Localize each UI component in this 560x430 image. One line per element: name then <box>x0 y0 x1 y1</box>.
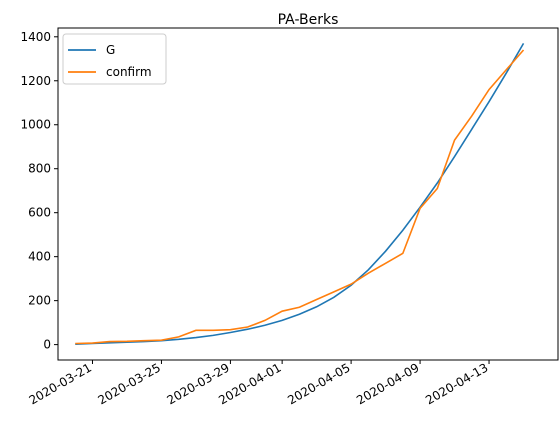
y-tick-label: 200 <box>28 294 51 308</box>
y-tick-label: 800 <box>28 162 51 176</box>
legend-label: confirm <box>106 65 152 79</box>
y-tick-label: 1200 <box>20 74 51 88</box>
series-line-2 <box>75 49 525 345</box>
y-tick-label: 600 <box>28 206 51 220</box>
x-axis: 2020-03-21 2020-03-25 2020-03-292020-04-01… <box>27 360 491 407</box>
plot-frame <box>57 27 559 361</box>
x-tick-label: 2020-04-13 <box>423 360 490 407</box>
x-tick-label: 2020-03-25 <box>96 360 163 407</box>
plot-area <box>75 42 525 345</box>
x-tick-label: 2020-04-09 <box>354 360 421 407</box>
chart-title: PA-Berks <box>278 12 339 28</box>
y-axis: 0 200 400 600 800 1000 1200 1400 <box>20 30 58 352</box>
legend-label: G <box>106 43 115 57</box>
y-tick-label: 400 <box>28 250 51 264</box>
x-tick-label: 2020-03-21 <box>27 360 94 407</box>
y-tick-label: 0 <box>43 338 51 352</box>
x-tick-label: 2020-04-05 <box>285 360 352 407</box>
series-line-1 <box>75 42 525 345</box>
y-tick-label: 1400 <box>20 30 51 44</box>
y-tick-label: 1000 <box>20 118 51 132</box>
